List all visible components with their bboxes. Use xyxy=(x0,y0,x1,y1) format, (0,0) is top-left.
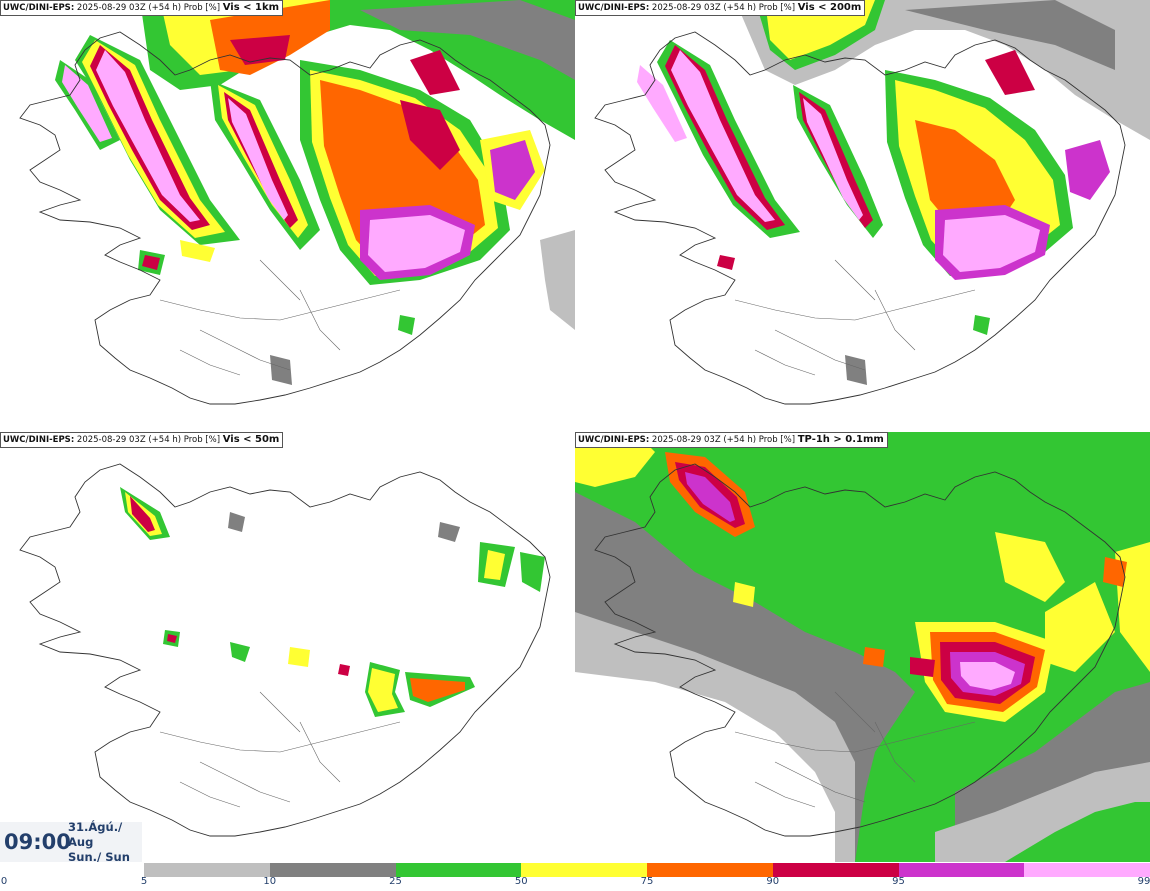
product-name: UWC/DINI-EPS xyxy=(578,3,646,13)
legend-band-5 xyxy=(772,863,899,877)
valid-time: 09:00 xyxy=(4,830,71,854)
legend-band-4 xyxy=(647,863,773,877)
legend-tick-label: 95 xyxy=(892,876,905,887)
run-meta: 2025-08-29 03Z (+54 h) Prob [%] xyxy=(76,435,221,445)
product-name: UWC/DINI-EPS xyxy=(3,435,71,445)
legend-ticks: 0 5 10 25 50 75 90 95 99 xyxy=(0,876,1150,890)
run-meta: 2025-08-29 03Z (+54 h) Prob [%] xyxy=(76,3,221,13)
valid-date-block: 31.Ágú./ Aug Sun./ Sun xyxy=(68,820,142,865)
legend-tick-label: 0 xyxy=(0,876,8,887)
panel-header: UWC/DINI-EPS: 2025-08-29 03Z (+54 h) Pro… xyxy=(0,0,284,16)
panel-header: UWC/DINI-EPS: 2025-08-29 03Z (+54 h) Pro… xyxy=(575,0,866,16)
map-vis-50m xyxy=(0,432,575,862)
variable-name: Vis < 200m xyxy=(797,2,862,13)
legend-tick-label: 10 xyxy=(263,876,277,887)
run-meta: 2025-08-29 03Z (+54 h) Prob [%] xyxy=(651,3,796,13)
legend-band-6 xyxy=(898,863,1025,877)
legend-tick-label: 75 xyxy=(640,876,654,887)
panel-header: UWC/DINI-EPS: 2025-08-29 03Z (+54 h) Pro… xyxy=(575,432,888,448)
legend-tick-label: 25 xyxy=(389,876,402,887)
legend-tick-label: 99 xyxy=(1137,876,1150,887)
legend-tick-label: 90 xyxy=(766,876,780,887)
map-tp-1h xyxy=(575,432,1150,862)
legend-band-1 xyxy=(269,863,396,877)
valid-day: Sun./ Sun xyxy=(68,849,130,864)
panel-vis-1km: UWC/DINI-EPS: 2025-08-29 03Z (+54 h) Pro… xyxy=(0,0,575,430)
valid-date: 31.Ágú./ Aug xyxy=(68,819,123,849)
variable-name: Vis < 1km xyxy=(222,2,280,13)
variable-name: Vis < 50m xyxy=(222,434,280,445)
panel-header: UWC/DINI-EPS: 2025-08-29 03Z (+54 h) Pro… xyxy=(0,432,284,448)
legend-tick-label: 5 xyxy=(140,876,148,887)
variable-name: TP-1h > 0.1mm xyxy=(797,434,884,445)
run-meta: 2025-08-29 03Z (+54 h) Prob [%] xyxy=(651,435,796,445)
legend-band-2 xyxy=(395,863,522,877)
panel-vis-50m: UWC/DINI-EPS: 2025-08-29 03Z (+54 h) Pro… xyxy=(0,432,575,862)
legend-band-3 xyxy=(521,863,647,877)
map-vis-1km xyxy=(0,0,575,430)
panel-tp-1h: UWC/DINI-EPS: 2025-08-29 03Z (+54 h) Pro… xyxy=(575,432,1150,862)
legend-colorbar xyxy=(144,863,1150,877)
map-vis-200m xyxy=(575,0,1150,430)
legend-band-0 xyxy=(144,863,270,877)
product-name: UWC/DINI-EPS xyxy=(578,435,646,445)
panel-vis-200m: UWC/DINI-EPS: 2025-08-29 03Z (+54 h) Pro… xyxy=(575,0,1150,430)
valid-time-box: 09:00 31.Ágú./ Aug Sun./ Sun xyxy=(0,820,142,865)
legend-tick-label: 50 xyxy=(514,876,528,887)
legend-band-7 xyxy=(1024,863,1150,877)
product-name: UWC/DINI-EPS xyxy=(3,3,71,13)
